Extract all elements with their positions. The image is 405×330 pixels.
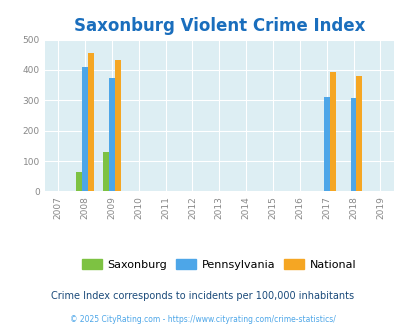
Bar bbox=[76, 172, 82, 191]
Title: Saxonburg Violent Crime Index: Saxonburg Violent Crime Index bbox=[73, 17, 364, 35]
Text: © 2025 CityRating.com - https://www.cityrating.com/crime-statistics/: © 2025 CityRating.com - https://www.city… bbox=[70, 315, 335, 324]
Bar bbox=[88, 53, 94, 191]
Bar bbox=[115, 60, 120, 191]
Bar bbox=[82, 67, 88, 191]
Bar bbox=[109, 78, 115, 191]
Text: Crime Index corresponds to incidents per 100,000 inhabitants: Crime Index corresponds to incidents per… bbox=[51, 291, 354, 301]
Legend: Saxonburg, Pennsylvania, National: Saxonburg, Pennsylvania, National bbox=[77, 255, 360, 274]
Bar bbox=[350, 98, 356, 191]
Bar bbox=[103, 152, 109, 191]
Bar bbox=[323, 97, 329, 191]
Bar bbox=[329, 72, 335, 191]
Bar bbox=[356, 76, 362, 191]
